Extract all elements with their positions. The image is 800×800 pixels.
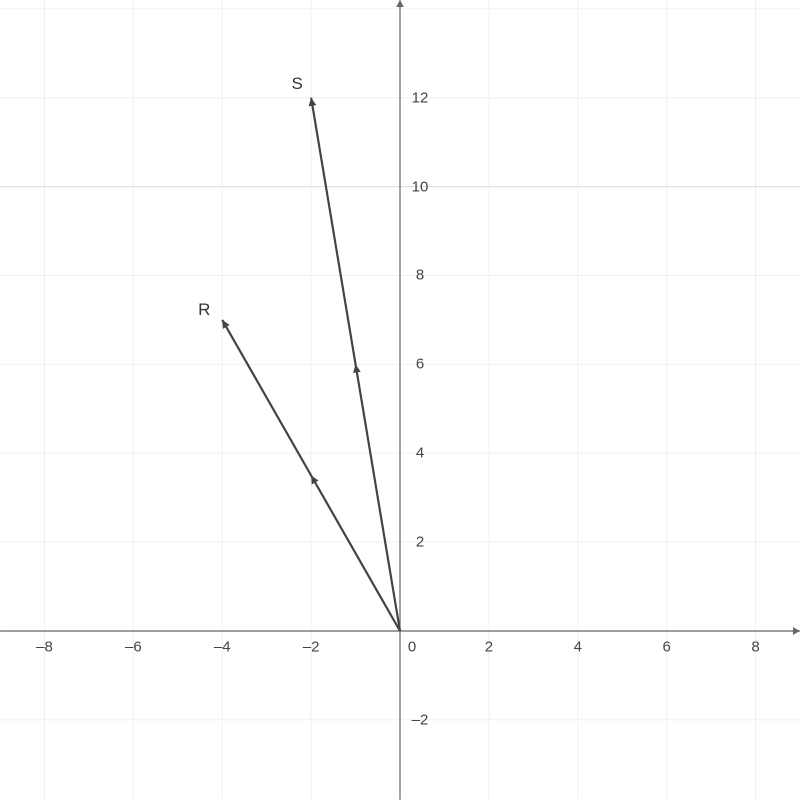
x-tick-label: 4 xyxy=(574,639,582,656)
x-tick-label: –2 xyxy=(303,639,320,656)
x-tick-label: 2 xyxy=(485,639,493,656)
x-tick-label: –4 xyxy=(214,639,231,656)
x-tick-label: 6 xyxy=(662,639,670,656)
x-tick-label: –8 xyxy=(36,639,53,656)
y-tick-label: 2 xyxy=(416,534,424,551)
vector-label-S: S xyxy=(291,74,302,94)
y-tick-label: 10 xyxy=(412,178,429,195)
y-tick-label: 8 xyxy=(416,267,424,284)
vector-chart: –8 –6 –4 –2 0 2 4 6 8 –2 2 4 6 8 10 12 R S xyxy=(0,0,800,800)
x-tick-label: 8 xyxy=(751,639,759,656)
y-tick-label: 4 xyxy=(416,445,424,462)
x-tick-label: 0 xyxy=(408,639,416,656)
y-tick-label: –2 xyxy=(412,711,429,728)
y-tick-label: 12 xyxy=(412,89,429,106)
vector-label-R: R xyxy=(198,300,210,320)
x-tick-label: –6 xyxy=(125,639,142,656)
y-tick-label: 6 xyxy=(416,356,424,373)
